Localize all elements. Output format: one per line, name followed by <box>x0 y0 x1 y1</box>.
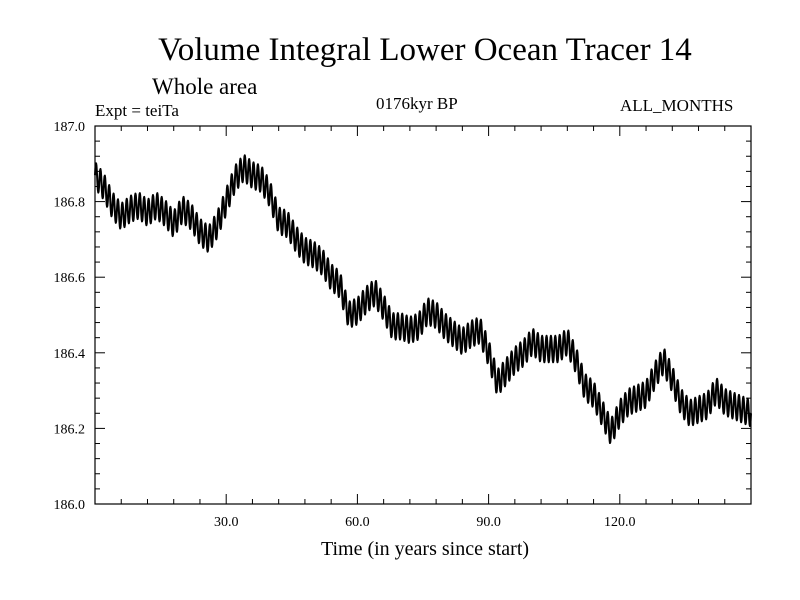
series-line <box>94 154 752 445</box>
chart-subtitle: Whole area <box>152 74 258 99</box>
y-tick-label: 186.4 <box>54 347 86 362</box>
x-tick-label: 90.0 <box>476 515 501 530</box>
x-tick-label: 30.0 <box>214 515 239 530</box>
period-label: 0176kyr BP <box>376 94 458 113</box>
chart-title: Volume Integral Lower Ocean Tracer 14 <box>158 32 692 68</box>
experiment-label: Expt = teiTa <box>95 101 179 120</box>
plot-frame <box>94 125 752 505</box>
y-tick-label: 186.0 <box>54 498 86 513</box>
x-axis-label: Time (in years since start) <box>320 538 530 560</box>
months-label: ALL_MONTHS <box>620 96 734 115</box>
y-tick-label: 186.8 <box>54 196 86 211</box>
x-tick-label: 60.0 <box>345 515 370 530</box>
y-tick-label: 187.0 <box>54 120 86 135</box>
y-tick-label: 186.2 <box>54 422 86 437</box>
y-tick-label: 186.6 <box>54 271 86 286</box>
x-tick-label: 120.0 <box>604 515 636 530</box>
